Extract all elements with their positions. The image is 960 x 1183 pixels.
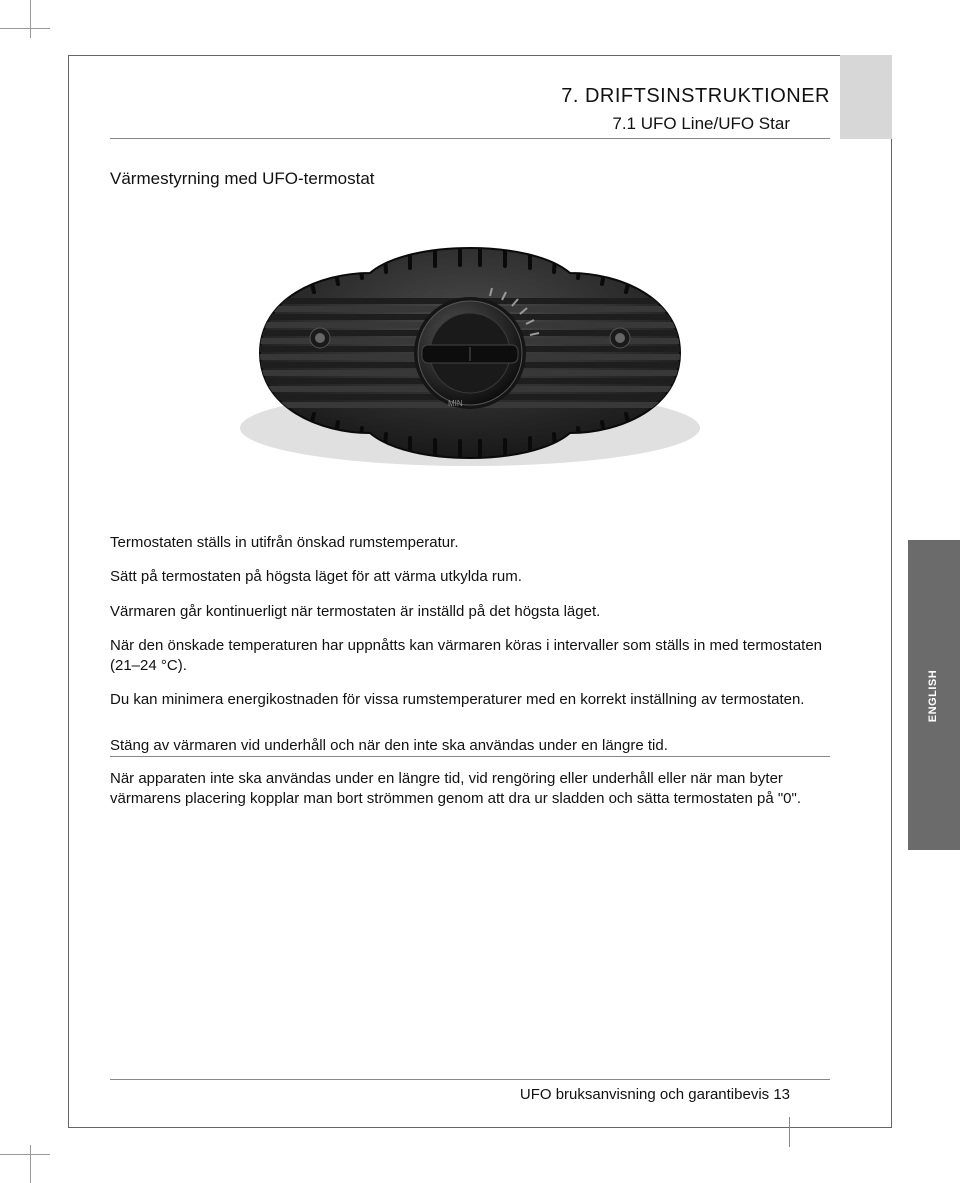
crop-mark xyxy=(30,1145,31,1183)
body-text-block: När apparaten inte ska användas under en… xyxy=(110,769,830,810)
paragraph: Du kan minimera energikostnaden för viss… xyxy=(110,690,830,710)
crop-mark xyxy=(30,0,31,38)
paragraph: När den önskade temperaturen har uppnått… xyxy=(110,636,830,677)
footer-text: UFO bruksanvisning och garantibevis 13 xyxy=(520,1086,790,1103)
body-text-block: Termostaten ställs in utifrån önskad rum… xyxy=(110,533,830,711)
language-label: ENGLISH xyxy=(927,661,939,731)
crop-mark xyxy=(0,1154,50,1155)
underlined-heading: Stäng av värmaren vid underhåll och när … xyxy=(110,737,830,757)
thermostat-svg: MIN xyxy=(190,228,750,478)
paragraph: Termostaten ställs in utifrån önskad rum… xyxy=(110,533,830,553)
section-title: 7. DRIFTSINSTRUKTIONER xyxy=(110,85,870,108)
sub-heading: Värmestyrning med UFO-termostat xyxy=(110,169,870,189)
subsection-title: 7.1 UFO Line/UFO Star xyxy=(110,114,830,139)
page-footer: UFO bruksanvisning och garantibevis 13 xyxy=(110,1079,830,1103)
paragraph: Sätt på termostaten på högsta läget för … xyxy=(110,567,830,587)
page-content: 7. DRIFTSINSTRUKTIONER 7.1 UFO Line/UFO … xyxy=(110,85,870,823)
paragraph: Värmaren går kontinuerligt när termostat… xyxy=(110,602,830,622)
crop-mark xyxy=(0,28,50,29)
language-side-tab: ENGLISH xyxy=(908,540,960,850)
paragraph: När apparaten inte ska användas under en… xyxy=(110,769,830,810)
footer-tick xyxy=(789,1117,790,1147)
thermostat-image: MIN xyxy=(110,213,830,493)
svg-text:MIN: MIN xyxy=(448,399,463,408)
